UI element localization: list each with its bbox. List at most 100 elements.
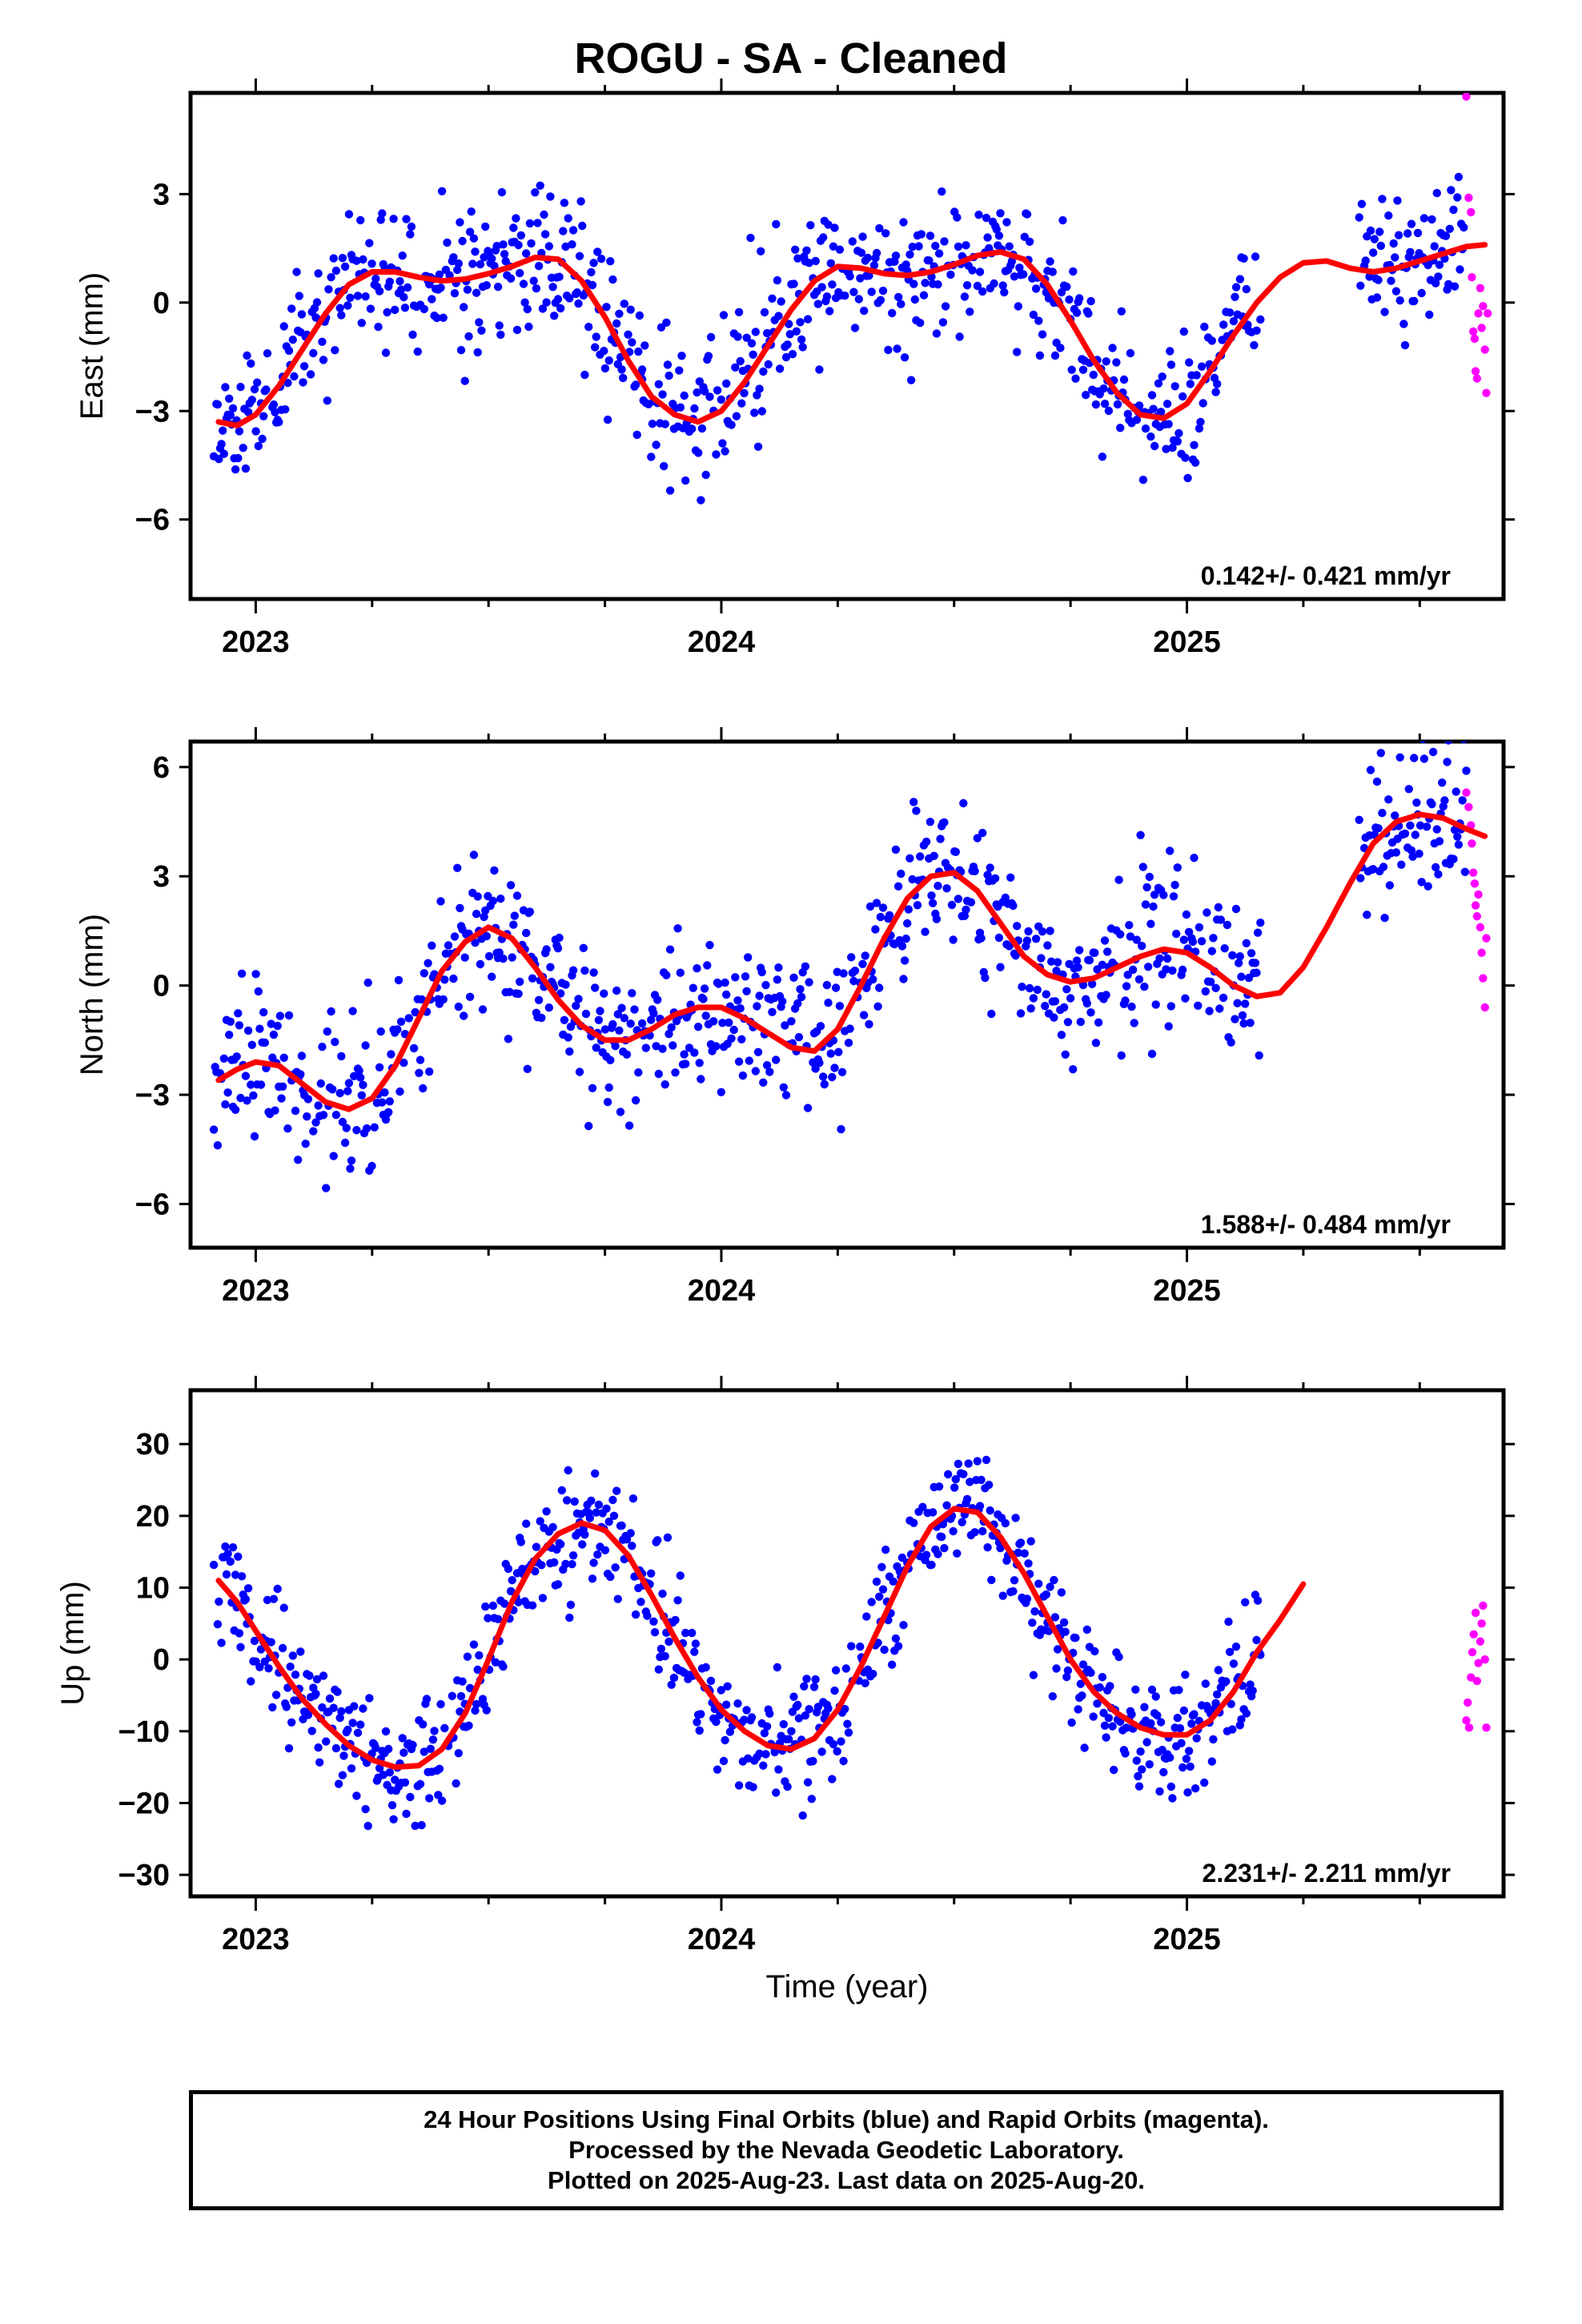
final-point bbox=[1356, 874, 1365, 883]
final-point bbox=[959, 798, 968, 808]
final-point bbox=[828, 280, 837, 289]
final-point bbox=[1147, 391, 1157, 400]
final-point bbox=[342, 1124, 351, 1132]
final-point bbox=[765, 1709, 774, 1718]
final-point bbox=[1147, 1049, 1157, 1059]
chart-title: ROGU - SA - Cleaned bbox=[574, 34, 1008, 82]
final-point bbox=[357, 1091, 366, 1100]
data-layer bbox=[209, 742, 1491, 1192]
final-point bbox=[1132, 1756, 1142, 1765]
final-point bbox=[1050, 1613, 1060, 1622]
final-point bbox=[1391, 848, 1401, 857]
final-point bbox=[565, 1613, 574, 1622]
final-point bbox=[1252, 1635, 1261, 1645]
final-point bbox=[1018, 983, 1026, 991]
final-point bbox=[781, 1091, 791, 1100]
final-point bbox=[469, 234, 479, 243]
final-point bbox=[658, 1044, 667, 1053]
final-point bbox=[891, 251, 901, 260]
final-point bbox=[603, 1097, 612, 1107]
final-point bbox=[1381, 0, 1389, 4]
final-point bbox=[420, 969, 428, 978]
final-point bbox=[315, 1758, 324, 1767]
final-point bbox=[917, 230, 926, 239]
final-point bbox=[1207, 1757, 1217, 1766]
final-point bbox=[606, 1055, 615, 1065]
final-point bbox=[676, 968, 685, 977]
final-point bbox=[1183, 473, 1192, 483]
final-point bbox=[366, 304, 375, 313]
final-point bbox=[740, 388, 749, 398]
final-point bbox=[532, 284, 541, 293]
final-point bbox=[1138, 1765, 1146, 1774]
final-point bbox=[928, 899, 938, 908]
final-point bbox=[333, 1687, 342, 1696]
final-point bbox=[288, 1651, 297, 1660]
final-point bbox=[954, 1459, 963, 1469]
final-point bbox=[458, 236, 467, 246]
final-point bbox=[665, 1637, 673, 1647]
final-point bbox=[974, 211, 983, 219]
final-point bbox=[940, 1544, 949, 1553]
final-point bbox=[437, 187, 447, 195]
final-point bbox=[1213, 1690, 1222, 1699]
final-point bbox=[578, 221, 587, 231]
final-point bbox=[1024, 927, 1033, 936]
final-point bbox=[647, 452, 656, 461]
final-point bbox=[234, 1552, 243, 1562]
final-point bbox=[400, 1058, 408, 1068]
final-point bbox=[849, 287, 858, 296]
final-point bbox=[1372, 777, 1382, 786]
final-point bbox=[926, 818, 935, 826]
final-point bbox=[1194, 1001, 1203, 1011]
footer-line-1: 24 Hour Positions Using Final Orbits (bl… bbox=[424, 2105, 1269, 2133]
final-point bbox=[791, 245, 800, 254]
final-point bbox=[1048, 1692, 1058, 1701]
final-point bbox=[1413, 228, 1423, 238]
rapid-point bbox=[1468, 868, 1478, 877]
final-point bbox=[363, 978, 372, 987]
final-point bbox=[314, 1101, 323, 1110]
final-point bbox=[600, 364, 610, 373]
final-point bbox=[1121, 1749, 1130, 1758]
final-point bbox=[400, 292, 408, 302]
final-point bbox=[1207, 977, 1215, 987]
final-point bbox=[572, 1001, 580, 1011]
final-point bbox=[802, 1675, 811, 1683]
final-point bbox=[1460, 0, 1468, 4]
final-point bbox=[839, 969, 848, 978]
final-point bbox=[1181, 994, 1190, 1003]
final-point bbox=[1076, 1679, 1086, 1688]
final-point bbox=[747, 1713, 757, 1722]
final-point bbox=[1140, 1703, 1149, 1711]
final-point bbox=[1356, 281, 1365, 290]
final-point bbox=[437, 1796, 447, 1805]
final-point bbox=[671, 1615, 680, 1625]
final-point bbox=[425, 1794, 434, 1803]
final-point bbox=[568, 1560, 576, 1569]
final-point bbox=[875, 223, 884, 233]
final-point bbox=[741, 972, 750, 981]
final-point bbox=[389, 215, 398, 223]
final-point bbox=[355, 1066, 363, 1076]
final-point bbox=[263, 1595, 272, 1605]
final-point bbox=[506, 1586, 516, 1596]
final-point bbox=[1213, 380, 1222, 388]
final-point bbox=[1438, 0, 1446, 4]
final-point bbox=[893, 344, 901, 353]
final-point bbox=[454, 1749, 463, 1758]
final-point bbox=[385, 277, 394, 286]
final-point bbox=[329, 1152, 338, 1160]
final-point bbox=[346, 293, 355, 302]
final-point bbox=[275, 1011, 285, 1020]
final-point bbox=[880, 1645, 889, 1655]
final-point bbox=[1071, 374, 1080, 383]
final-point bbox=[1061, 1627, 1070, 1636]
final-point bbox=[793, 1700, 802, 1710]
final-point bbox=[402, 1809, 411, 1819]
final-point bbox=[1052, 1664, 1061, 1673]
final-point bbox=[665, 371, 673, 380]
rapid-point bbox=[1469, 1630, 1478, 1638]
final-point bbox=[488, 972, 496, 981]
final-point bbox=[1458, 796, 1467, 805]
